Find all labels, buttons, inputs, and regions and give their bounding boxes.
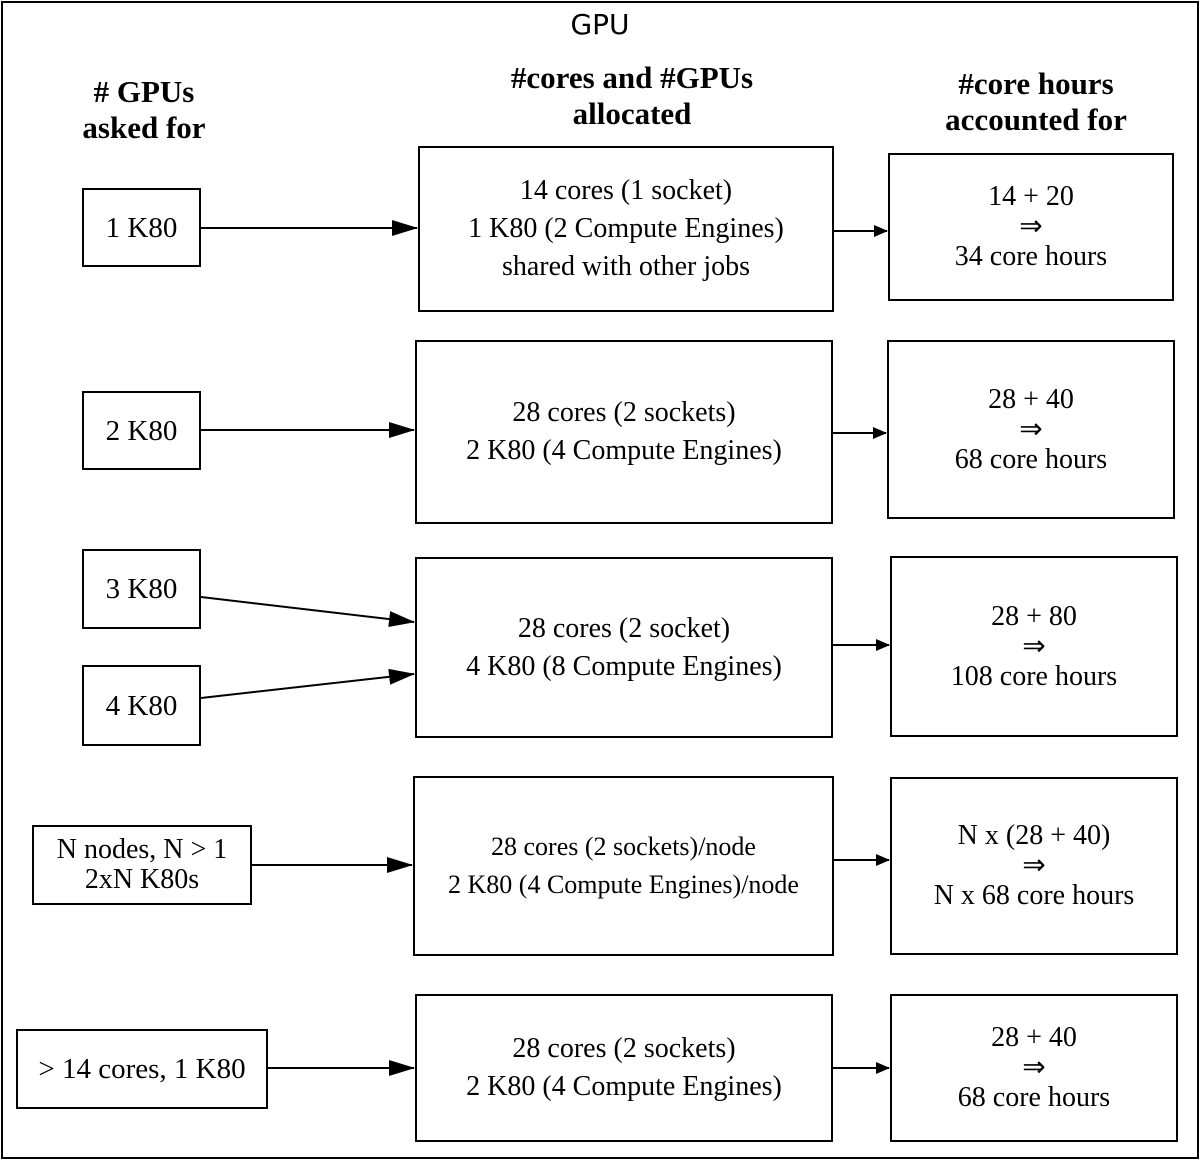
request-label: 2 K80: [105, 414, 178, 447]
allocation-line: 2 K80 (4 Compute Engines): [466, 1071, 782, 1102]
request-label: N nodes, N > 1: [56, 834, 228, 865]
accounting-total: 68 core hours: [954, 443, 1108, 475]
accounting-total: 108 core hours: [950, 660, 1118, 692]
allocation-line: 28 cores (2 sockets): [512, 1033, 736, 1064]
allocation-line: 4 K80 (8 Compute Engines): [466, 650, 782, 682]
diagram-title: GPU: [570, 8, 630, 41]
request-box-3-k80: 3 K80: [82, 549, 201, 629]
request-box-14-cores: > 14 cores, 1 K80: [16, 1029, 268, 1109]
allocation-line: 28 cores (2 sockets): [512, 397, 736, 428]
allocation-line: 1 K80 (2 Compute Engines): [468, 213, 784, 244]
accounting-total: 68 core hours: [957, 1082, 1111, 1113]
accounting-box-row-5: 28 + 40 ⇒ 68 core hours: [890, 994, 1178, 1142]
allocation-line: 28 cores (2 socket): [517, 612, 731, 644]
implies-symbol: ⇒: [1022, 850, 1046, 881]
implies-symbol: ⇒: [1019, 413, 1043, 445]
arrow-request-3-to-allocation: [200, 596, 415, 628]
header-core-hours: #core hours accounted for: [945, 66, 1127, 137]
request-label: 4 K80: [105, 689, 178, 722]
accounting-formula: 28 + 40: [991, 1022, 1077, 1053]
accounting-formula: 28 + 80: [991, 600, 1077, 632]
request-label: 3 K80: [105, 573, 178, 605]
allocation-box-row-1: 14 cores (1 socket) 1 K80 (2 Compute Eng…: [418, 146, 834, 312]
allocation-box-row-2: 28 cores (2 sockets) 2 K80 (4 Compute En…: [415, 340, 833, 524]
accounting-box-row-3: 28 + 80 ⇒ 108 core hours: [890, 556, 1178, 737]
allocation-box-row-3: 28 cores (2 socket) 4 K80 (8 Compute Eng…: [415, 557, 833, 738]
accounting-total: N x 68 core hours: [933, 880, 1135, 911]
allocation-line: 2 K80 (4 Compute Engines)/node: [448, 870, 799, 899]
accounting-box-row-1: 14 + 20 ⇒ 34 core hours: [888, 153, 1174, 301]
request-box-2-k80: 2 K80: [82, 391, 201, 470]
request-label: 1 K80: [105, 211, 178, 244]
request-label: 2xN K80s: [84, 864, 200, 895]
request-box-1-k80: 1 K80: [82, 188, 201, 267]
allocation-box-row-5: 28 cores (2 sockets) 2 K80 (4 Compute En…: [415, 994, 833, 1142]
accounting-box-row-4: N x (28 + 40) ⇒ N x 68 core hours: [890, 777, 1178, 955]
allocation-line: 2 K80 (4 Compute Engines): [466, 435, 782, 466]
accounting-total: 34 core hours: [954, 241, 1108, 272]
request-box-n-nodes: N nodes, N > 1 2xN K80s: [32, 825, 252, 905]
header-cores-allocated: #cores and #GPUs allocated: [510, 60, 754, 131]
arrow-request-4-to-allocation: [200, 668, 415, 699]
accounting-formula: 14 + 20: [988, 181, 1074, 212]
allocation-line: 14 cores (1 socket): [519, 175, 733, 206]
accounting-box-row-2: 28 + 40 ⇒ 68 core hours: [887, 340, 1175, 519]
accounting-formula: 28 + 40: [988, 383, 1074, 415]
allocation-line: 28 cores (2 sockets)/node: [491, 832, 756, 861]
implies-symbol: ⇒: [1022, 1052, 1046, 1083]
request-label: > 14 cores, 1 K80: [38, 1053, 246, 1085]
implies-symbol: ⇒: [1019, 211, 1043, 242]
request-box-4-k80: 4 K80: [82, 665, 201, 746]
header-gpus-asked: # GPUs asked for: [82, 74, 206, 145]
accounting-formula: N x (28 + 40): [957, 820, 1111, 851]
allocation-line: shared with other jobs: [501, 251, 751, 282]
allocation-box-row-4: 28 cores (2 sockets)/node 2 K80 (4 Compu…: [413, 776, 834, 956]
implies-symbol: ⇒: [1022, 630, 1046, 662]
